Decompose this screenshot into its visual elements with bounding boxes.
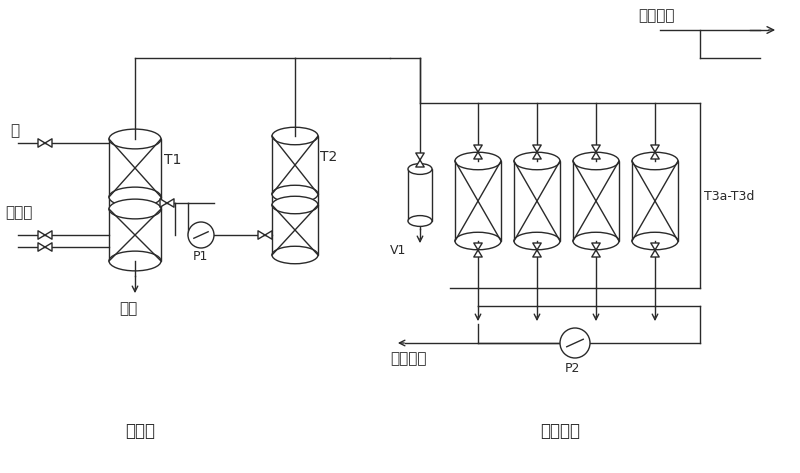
- Bar: [272, 136, 318, 194]
- Polygon shape: [592, 152, 600, 159]
- Bar: [109, 139, 161, 197]
- Circle shape: [560, 328, 590, 358]
- Polygon shape: [167, 199, 174, 207]
- Polygon shape: [474, 250, 482, 257]
- Ellipse shape: [514, 232, 560, 250]
- Circle shape: [188, 222, 214, 248]
- Ellipse shape: [109, 129, 161, 149]
- Polygon shape: [651, 250, 659, 257]
- Polygon shape: [533, 152, 542, 159]
- Bar: [573, 161, 619, 241]
- Polygon shape: [38, 243, 45, 251]
- Polygon shape: [38, 231, 45, 239]
- Ellipse shape: [408, 164, 432, 175]
- Text: 混合气: 混合气: [5, 205, 32, 220]
- Text: T2: T2: [320, 150, 338, 164]
- Text: 产品氧气: 产品氧气: [638, 9, 674, 24]
- Polygon shape: [265, 231, 272, 239]
- Polygon shape: [592, 243, 600, 250]
- Polygon shape: [45, 231, 52, 239]
- Polygon shape: [592, 145, 600, 152]
- Polygon shape: [533, 250, 542, 257]
- Bar: [632, 161, 678, 241]
- Polygon shape: [651, 152, 659, 159]
- Polygon shape: [533, 243, 542, 250]
- Polygon shape: [258, 231, 265, 239]
- Polygon shape: [474, 152, 482, 159]
- Text: V1: V1: [390, 245, 406, 257]
- Ellipse shape: [272, 246, 318, 264]
- Text: P1: P1: [193, 251, 208, 263]
- Bar: [408, 169, 432, 221]
- Text: 盐酸: 盐酸: [119, 301, 138, 316]
- Ellipse shape: [573, 152, 619, 170]
- Ellipse shape: [109, 199, 161, 219]
- Ellipse shape: [632, 152, 678, 170]
- Polygon shape: [38, 139, 45, 147]
- Text: 水: 水: [10, 123, 19, 139]
- Polygon shape: [474, 145, 482, 152]
- Polygon shape: [533, 145, 542, 152]
- Polygon shape: [416, 153, 424, 160]
- Ellipse shape: [514, 152, 560, 170]
- Bar: [272, 205, 318, 255]
- Polygon shape: [474, 243, 482, 250]
- Polygon shape: [45, 243, 52, 251]
- Polygon shape: [416, 160, 424, 167]
- Bar: [109, 209, 161, 261]
- Text: 产品氯气: 产品氯气: [390, 351, 426, 367]
- Ellipse shape: [109, 187, 161, 207]
- Ellipse shape: [455, 232, 501, 250]
- Text: T1: T1: [164, 153, 182, 167]
- Ellipse shape: [573, 232, 619, 250]
- Text: P2: P2: [565, 362, 580, 376]
- Text: 预处理: 预处理: [125, 422, 155, 440]
- Ellipse shape: [272, 185, 318, 203]
- Bar: [455, 161, 501, 241]
- Bar: [514, 161, 560, 241]
- Ellipse shape: [109, 251, 161, 271]
- Ellipse shape: [632, 232, 678, 250]
- Ellipse shape: [272, 127, 318, 145]
- Text: 变压吸附: 变压吸附: [540, 422, 580, 440]
- Polygon shape: [592, 250, 600, 257]
- Ellipse shape: [272, 196, 318, 214]
- Polygon shape: [45, 139, 52, 147]
- Polygon shape: [651, 243, 659, 250]
- Ellipse shape: [408, 216, 432, 227]
- Polygon shape: [160, 199, 167, 207]
- Ellipse shape: [455, 152, 501, 170]
- Text: T3a-T3d: T3a-T3d: [704, 190, 754, 202]
- Polygon shape: [651, 145, 659, 152]
